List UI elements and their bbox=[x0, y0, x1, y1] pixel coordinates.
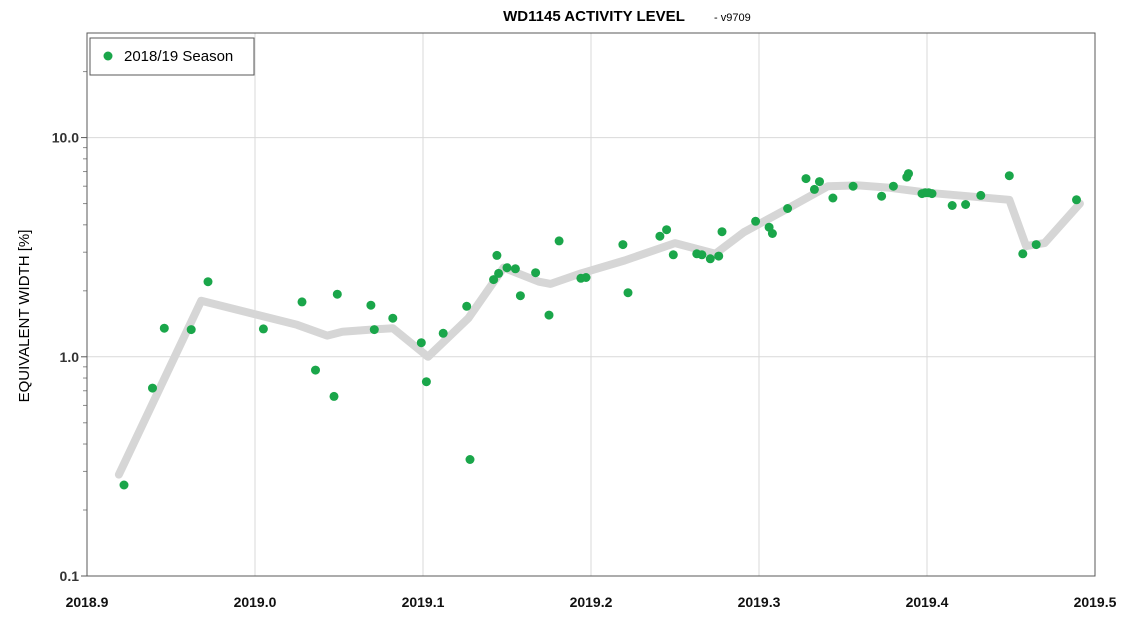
data-point bbox=[801, 174, 811, 184]
data-point bbox=[581, 273, 591, 282]
data-point bbox=[531, 268, 541, 278]
data-point bbox=[1072, 195, 1081, 205]
data-point bbox=[366, 300, 376, 310]
x-tick-label: 2019.2 bbox=[570, 594, 613, 610]
data-point bbox=[662, 225, 672, 235]
y-axis-label: EQUIVALENT WIDTH [%] bbox=[16, 230, 33, 403]
data-point bbox=[1018, 249, 1028, 259]
data-point bbox=[623, 288, 633, 298]
data-point bbox=[438, 328, 448, 338]
data-point bbox=[767, 229, 777, 238]
data-point bbox=[705, 254, 715, 264]
data-point bbox=[329, 391, 339, 401]
data-point bbox=[1004, 171, 1014, 181]
legend-box bbox=[89, 37, 255, 76]
data-point bbox=[888, 181, 898, 191]
data-point bbox=[697, 250, 707, 260]
data-point bbox=[717, 227, 727, 237]
x-axis: 2018.9 2019.0 2019.1 2019.2 2019.3 2019.4 2019… bbox=[66, 594, 1117, 610]
plot-border bbox=[86, 32, 1096, 577]
data-point bbox=[388, 313, 398, 323]
data-point bbox=[961, 200, 971, 209]
data-point bbox=[904, 169, 913, 179]
data-point bbox=[297, 297, 307, 307]
data-point bbox=[369, 325, 379, 335]
data-point bbox=[554, 236, 564, 246]
legend-marker bbox=[103, 51, 113, 61]
data-point bbox=[927, 189, 937, 199]
x-tick-label: 2019.5 bbox=[1074, 594, 1117, 610]
x-tick-label: 2019.0 bbox=[234, 594, 277, 610]
x-tick-label: 2018.9 bbox=[66, 594, 109, 610]
plot-area bbox=[83, 32, 1096, 577]
y-tick-label: 1.0 bbox=[60, 349, 80, 365]
data-point bbox=[515, 291, 525, 301]
data-point bbox=[159, 323, 169, 333]
data-point bbox=[186, 325, 196, 335]
data-point bbox=[714, 251, 724, 261]
y-axis: 0.1 1.0 10.0 bbox=[52, 130, 87, 584]
chart-title: WD1145 ACTIVITY LEVEL bbox=[503, 8, 685, 25]
y-minor-ticks bbox=[83, 71, 87, 511]
data-point bbox=[492, 250, 502, 260]
data-point bbox=[655, 231, 665, 241]
data-point bbox=[494, 268, 504, 278]
y-tick-label: 0.1 bbox=[60, 568, 80, 584]
data-point bbox=[877, 191, 887, 201]
data-point bbox=[828, 193, 838, 203]
data-point bbox=[489, 275, 499, 285]
data-point bbox=[462, 301, 472, 311]
x-tick-label: 2019.1 bbox=[402, 594, 445, 610]
data-point bbox=[119, 480, 129, 490]
data-point bbox=[668, 250, 678, 260]
grid-lines bbox=[87, 33, 1095, 576]
data-point bbox=[416, 338, 426, 348]
data-point bbox=[311, 365, 320, 375]
data-point bbox=[465, 455, 475, 464]
data-point bbox=[1031, 240, 1041, 250]
y-tick-label: 10.0 bbox=[52, 130, 79, 146]
data-point bbox=[203, 277, 213, 287]
data-point bbox=[258, 324, 268, 334]
data-points bbox=[119, 169, 1081, 490]
data-point bbox=[544, 310, 554, 320]
x-tick-label: 2019.4 bbox=[906, 594, 949, 610]
data-point bbox=[947, 201, 957, 210]
data-point bbox=[783, 204, 793, 213]
data-point bbox=[510, 264, 520, 274]
data-point bbox=[815, 177, 824, 187]
legend-label: 2018/19 Season bbox=[124, 48, 233, 65]
data-point bbox=[848, 181, 858, 191]
data-point bbox=[751, 216, 761, 226]
data-point bbox=[618, 240, 628, 250]
legend: 2018/19 Season bbox=[89, 37, 255, 76]
data-point bbox=[332, 289, 342, 299]
data-point bbox=[421, 377, 431, 387]
data-point bbox=[148, 383, 157, 393]
chart-subtitle: - v9709 bbox=[714, 12, 751, 24]
data-point bbox=[502, 263, 512, 273]
x-tick-label: 2019.3 bbox=[738, 594, 781, 610]
data-point bbox=[976, 190, 986, 200]
data-point bbox=[809, 184, 819, 194]
